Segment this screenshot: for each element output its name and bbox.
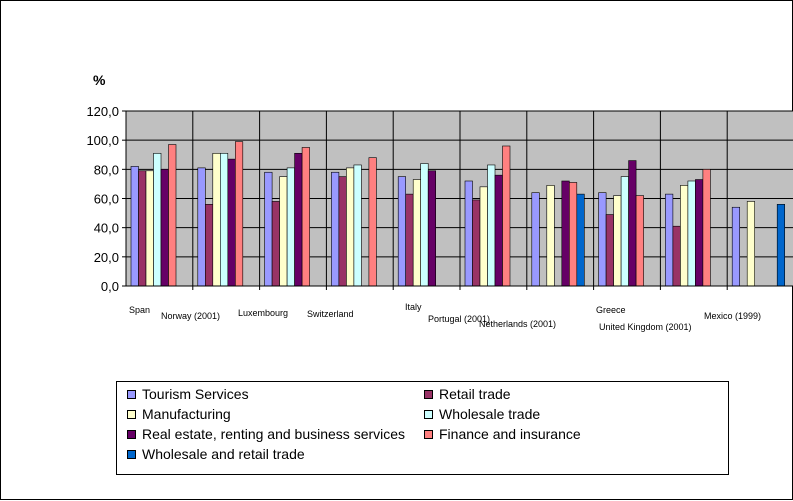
bar	[576, 193, 585, 287]
bar	[130, 166, 139, 287]
bar	[605, 214, 614, 287]
legend-label: Manufacturing	[142, 406, 231, 422]
legend-item: Real estate, renting and business servic…	[127, 426, 405, 442]
legend-swatch	[127, 429, 136, 439]
y-tick-label: 80,0	[94, 162, 119, 177]
bar	[502, 145, 511, 287]
legend-swatch	[127, 449, 136, 459]
y-axis-label: %	[93, 72, 106, 88]
bar	[420, 163, 429, 287]
legend-label: Wholesale trade	[439, 406, 541, 422]
x-category-label: Mexico (1999)	[704, 311, 761, 321]
bar	[412, 179, 422, 287]
bar	[776, 204, 786, 287]
y-tick-label: 100,0	[86, 133, 119, 148]
bar	[168, 144, 177, 287]
bar	[746, 201, 756, 287]
bar	[235, 141, 244, 287]
bar	[568, 182, 578, 287]
bar	[472, 199, 481, 287]
y-tick-label: 20,0	[94, 250, 119, 265]
x-category-label: Span	[129, 305, 150, 315]
legend-item: Wholesale trade	[424, 406, 540, 422]
legend-swatch	[127, 389, 136, 399]
legend-label: Retail trade	[439, 386, 511, 402]
bar	[397, 176, 407, 287]
bar	[205, 204, 214, 287]
bar	[464, 180, 473, 287]
legend-item: Tourism Services	[127, 386, 249, 402]
legend-swatch	[424, 409, 433, 419]
x-category-label: Portugal (2001)	[428, 314, 490, 324]
legend-label: Tourism Services	[142, 386, 249, 402]
x-category-label: Netherlands (2001)	[479, 319, 556, 329]
legend: Tourism Services Retail trade Manufacturin…	[116, 381, 729, 475]
bar	[353, 164, 362, 287]
bar	[620, 176, 629, 287]
bar	[301, 147, 310, 287]
bar	[264, 171, 273, 287]
bar	[286, 167, 295, 287]
x-category-label: Luxembourg	[238, 308, 288, 318]
bar	[427, 170, 437, 287]
bar	[672, 225, 681, 287]
bar	[680, 185, 689, 287]
bar	[153, 152, 162, 287]
bar	[368, 157, 377, 287]
bar	[138, 170, 147, 287]
bar	[220, 152, 229, 287]
y-ticks: 0,0 20,0 40,0 60,0 80,0 100,0 120,0	[86, 104, 126, 294]
bar	[635, 195, 644, 287]
bar	[687, 180, 696, 287]
x-category-label: Greece	[596, 305, 626, 315]
legend-item: Retail trade	[424, 386, 511, 402]
bar	[160, 169, 169, 287]
legend-swatch	[424, 429, 433, 439]
legend-item: Finance and insurance	[424, 426, 581, 442]
legend-item: Manufacturing	[127, 406, 231, 422]
y-tick-label: 60,0	[94, 192, 119, 207]
bar	[628, 160, 637, 287]
y-tick-label: 40,0	[94, 221, 119, 236]
legend-label: Real estate, renting and business servic…	[142, 426, 406, 442]
bar	[197, 167, 206, 287]
bar	[487, 164, 496, 287]
bar	[212, 152, 221, 287]
bar	[531, 192, 540, 287]
bar	[279, 176, 288, 287]
x-category-label: Italy	[405, 302, 422, 312]
bar	[561, 180, 570, 287]
bar	[494, 174, 503, 287]
legend-label: Finance and insurance	[439, 426, 581, 442]
bar	[598, 192, 607, 287]
bar	[338, 176, 347, 287]
bar	[702, 169, 711, 287]
bar	[613, 195, 622, 287]
bar	[346, 167, 355, 287]
y-tick-label: 120,0	[86, 104, 119, 119]
bar	[331, 171, 340, 287]
bar	[546, 185, 555, 287]
y-tick-label: 0,0	[101, 279, 119, 294]
x-category-label: Switzerland	[307, 309, 354, 319]
legend-swatch	[127, 409, 136, 419]
legend-item: Wholesale and retail trade	[127, 446, 305, 462]
bar	[731, 206, 741, 287]
x-category-label: United Kingdom (2001)	[599, 322, 692, 332]
bar	[145, 170, 154, 287]
legend-swatch	[424, 389, 433, 399]
bar	[294, 152, 303, 287]
bar	[695, 179, 704, 287]
x-labels: Span Norway (2001) Luxembourg Switzerland It…	[129, 302, 761, 332]
bar	[479, 186, 488, 287]
bar	[227, 158, 236, 287]
bar	[405, 193, 414, 287]
x-category-label: Norway (2001)	[161, 311, 220, 321]
legend-label: Wholesale and retail trade	[142, 446, 305, 462]
bar	[665, 193, 674, 287]
bar	[271, 201, 280, 287]
